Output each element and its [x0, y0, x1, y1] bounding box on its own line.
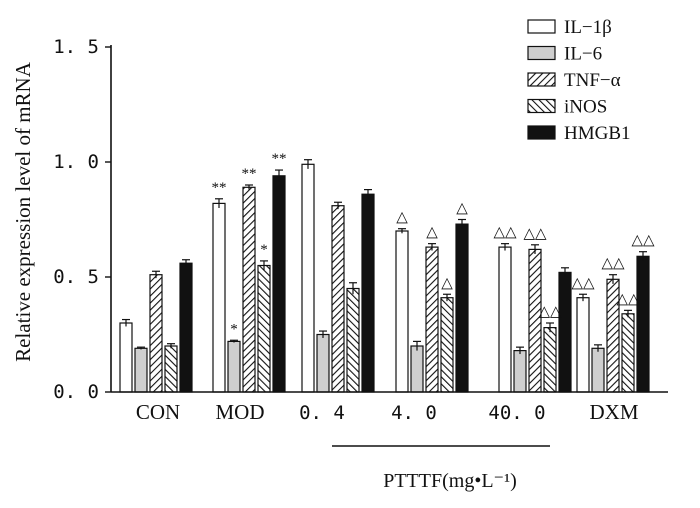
legend-swatch	[527, 19, 556, 34]
bar	[636, 255, 650, 393]
significance-mark: △	[441, 275, 453, 291]
x-axis: CON MOD 0. 4 4. 0 40. 0 DXM	[111, 391, 668, 424]
bar	[257, 264, 271, 393]
significance-mark: △	[456, 201, 468, 217]
bar	[395, 230, 409, 393]
x-category-label: CON	[136, 400, 180, 424]
bar	[425, 246, 439, 393]
legend-label: IL−1β	[564, 17, 612, 38]
group-label: PTTTF(mg•L⁻¹)	[383, 470, 517, 492]
significance-mark: △△	[571, 275, 595, 291]
significance-mark: △△	[616, 291, 640, 307]
bar	[134, 347, 148, 393]
bar	[498, 246, 512, 393]
bar	[212, 202, 226, 393]
bar	[227, 340, 241, 393]
bar	[316, 333, 330, 393]
legend-swatch	[527, 98, 556, 114]
bar	[591, 347, 605, 393]
bar	[410, 345, 424, 393]
x-category-label: 0. 4	[299, 402, 345, 424]
bar	[301, 163, 315, 393]
legend-swatch	[527, 125, 556, 140]
significance-mark: *	[260, 242, 268, 258]
y-tick-label: 0. 0	[53, 381, 99, 403]
legend-swatch	[527, 72, 556, 87]
x-category-label: 4. 0	[391, 402, 437, 424]
bar	[164, 345, 178, 393]
bar	[331, 205, 345, 393]
y-tick-label: 0. 5	[53, 266, 99, 288]
bar	[179, 262, 193, 393]
significance-mark: △△	[523, 226, 547, 242]
significance-mark: **	[212, 180, 227, 196]
bar	[621, 313, 635, 393]
legend-swatch	[527, 45, 556, 61]
significance-mark: △	[396, 210, 408, 226]
significance-mark: △△	[538, 304, 562, 320]
significance-mark: **	[272, 151, 287, 167]
bar	[543, 327, 557, 393]
bars	[119, 159, 650, 393]
bar	[272, 175, 286, 393]
bar	[346, 287, 360, 393]
significance-annotations: **△△△△△***△ △△△△*△△△△△**△△△	[212, 151, 655, 337]
bar	[119, 322, 133, 393]
legend-label: IL−6	[564, 44, 602, 65]
legend-label: HMGB1	[564, 123, 631, 144]
significance-mark: △	[426, 225, 438, 241]
legend-label: iNOS	[564, 97, 607, 118]
significance-mark: **	[242, 166, 257, 182]
bar	[242, 186, 256, 393]
significance-mark: △△	[631, 233, 655, 249]
bar	[558, 271, 572, 393]
bar	[455, 223, 469, 393]
bar	[513, 350, 527, 393]
y-axis: 0. 0 0. 5 1. 0 1. 5	[53, 36, 112, 403]
legend: IL−1β IL−6 TNF−α iNOS HMGB1	[527, 17, 631, 144]
y-tick-label: 1. 5	[53, 36, 99, 58]
legend-label: TNF−α	[564, 70, 621, 91]
bar	[361, 193, 375, 393]
significance-mark: △△	[601, 256, 625, 272]
bar	[576, 297, 590, 393]
y-tick-label: 1. 0	[53, 151, 99, 173]
x-category-label: DXM	[589, 400, 638, 424]
bar	[149, 274, 163, 393]
y-axis-title: Relative expression level of mRNA	[11, 61, 35, 362]
bar	[440, 297, 454, 393]
x-category-label: 40. 0	[488, 402, 545, 424]
x-category-label: MOD	[215, 400, 264, 424]
significance-mark: *	[230, 321, 238, 337]
bar	[528, 248, 542, 393]
significance-mark: △△	[493, 225, 517, 241]
